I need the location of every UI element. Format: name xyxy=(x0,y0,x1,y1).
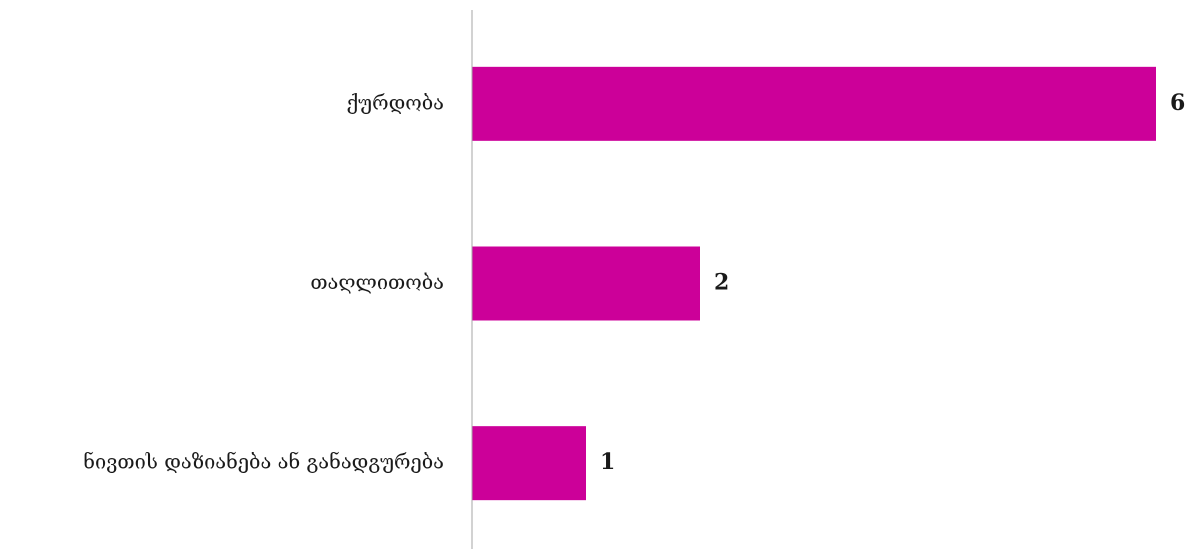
bar-0 xyxy=(472,66,1156,141)
value-label-0: 6 xyxy=(1170,90,1185,116)
bars-group xyxy=(472,66,1156,501)
bar-2 xyxy=(472,426,586,501)
category-labels-group: ქურდობა თაღლითობა ნივთის დაზიანება ან განა… xyxy=(83,90,444,473)
value-labels-group: 6 2 1 xyxy=(600,90,1185,475)
category-label-0: ქურდობა xyxy=(346,90,444,114)
value-label-1: 2 xyxy=(714,270,729,296)
category-label-1: თაღლითობა xyxy=(310,270,444,294)
bar-1 xyxy=(472,246,700,321)
value-label-2: 1 xyxy=(600,449,615,475)
category-label-2: ნივთის დაზიანება ან განადგურება xyxy=(83,450,444,474)
